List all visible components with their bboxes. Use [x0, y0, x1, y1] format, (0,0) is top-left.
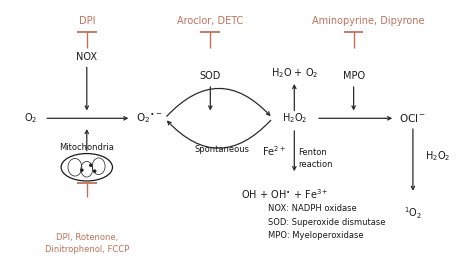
Text: NOX: NADPH oxidase: NOX: NADPH oxidase: [268, 204, 356, 213]
Text: MPO: MPO: [343, 71, 365, 81]
Ellipse shape: [93, 170, 96, 173]
Text: reaction: reaction: [298, 160, 333, 169]
Ellipse shape: [81, 169, 83, 172]
Text: Dinitrophenol, FCCP: Dinitrophenol, FCCP: [45, 245, 129, 254]
Text: Fenton: Fenton: [298, 148, 327, 157]
Text: Aminopyrine, Dipyrone: Aminopyrine, Dipyrone: [312, 16, 425, 26]
Text: NOX: NOX: [76, 52, 97, 62]
Text: DPI: DPI: [79, 16, 95, 26]
Text: OCl$^-$: OCl$^-$: [400, 112, 427, 124]
Text: SOD: SOD: [200, 71, 221, 81]
Text: Aroclor, DETC: Aroclor, DETC: [177, 16, 244, 26]
Text: DPI, Rotenone,: DPI, Rotenone,: [55, 233, 118, 242]
Text: O$_2$: O$_2$: [24, 111, 37, 125]
Ellipse shape: [89, 164, 92, 167]
Text: H$_2$O$_2$: H$_2$O$_2$: [282, 111, 307, 125]
Text: $^1$O$_2$: $^1$O$_2$: [404, 205, 422, 221]
Text: OH + OH$^{\bullet}$ + Fe$^{3+}$: OH + OH$^{\bullet}$ + Fe$^{3+}$: [241, 187, 328, 201]
Text: MPO: Myeloperoxidase: MPO: Myeloperoxidase: [268, 231, 363, 240]
Text: SOD: Superoxide dismutase: SOD: Superoxide dismutase: [268, 218, 385, 227]
Text: Spontaneous: Spontaneous: [194, 145, 249, 154]
Text: H$_2$O$_2$: H$_2$O$_2$: [425, 149, 450, 163]
Text: H$_2$O + O$_2$: H$_2$O + O$_2$: [271, 66, 318, 80]
Text: O$_2$$^{\bullet-}$: O$_2$$^{\bullet-}$: [136, 111, 162, 125]
Text: Fe$^{2+}$: Fe$^{2+}$: [262, 144, 286, 158]
Text: Mitochondria: Mitochondria: [59, 143, 114, 152]
